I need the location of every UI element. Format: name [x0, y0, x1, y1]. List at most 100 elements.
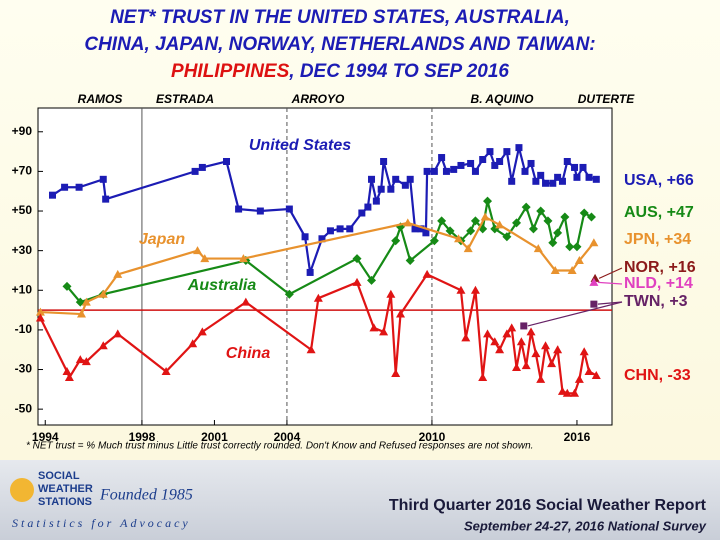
- point: [592, 175, 600, 183]
- point: [457, 161, 465, 169]
- point: [380, 157, 388, 165]
- point: [401, 181, 409, 189]
- point: [411, 225, 419, 233]
- end-label: AUS, +47: [624, 204, 694, 221]
- footer-band: [0, 460, 720, 540]
- point: [35, 307, 45, 316]
- point: [161, 367, 171, 376]
- point: [256, 207, 264, 215]
- end-label: NOR, +16: [624, 259, 696, 276]
- x-tick-label: 1994: [32, 430, 59, 444]
- point: [531, 349, 541, 358]
- point: [527, 159, 535, 167]
- point: [574, 256, 584, 265]
- point: [336, 225, 344, 233]
- point: [502, 329, 512, 338]
- point: [526, 327, 536, 336]
- point: [521, 167, 529, 175]
- point: [503, 148, 511, 156]
- point: [422, 269, 432, 278]
- end-label: JPN, +34: [624, 231, 691, 248]
- point: [193, 246, 203, 255]
- point: [585, 173, 593, 181]
- point: [483, 329, 493, 338]
- title-highlight: PHILIPPINES: [171, 61, 290, 82]
- point: [572, 242, 582, 252]
- point: [346, 225, 354, 233]
- point: [536, 374, 546, 383]
- leader-line: [597, 301, 623, 305]
- point: [391, 236, 401, 246]
- point: [198, 163, 206, 171]
- point: [75, 355, 85, 364]
- point: [558, 177, 566, 185]
- era-label: RAMOS: [78, 92, 123, 106]
- y-tick-label: -50: [15, 401, 33, 415]
- era-label: DUTERTE: [578, 92, 635, 106]
- point: [352, 277, 362, 286]
- y-tick-label: +30: [12, 243, 33, 257]
- point: [590, 300, 598, 308]
- point: [49, 191, 57, 199]
- point: [99, 175, 107, 183]
- point: [562, 388, 572, 397]
- y-tick-label: +90: [12, 124, 33, 138]
- point: [547, 359, 557, 368]
- era-label: ESTRADA: [156, 92, 214, 106]
- point: [191, 167, 199, 175]
- point: [391, 368, 401, 377]
- point: [550, 265, 560, 274]
- point: [541, 341, 551, 350]
- point: [403, 218, 413, 227]
- series-name: Japan: [139, 231, 185, 248]
- point: [579, 208, 589, 218]
- point: [75, 183, 83, 191]
- point: [466, 226, 476, 236]
- point: [532, 177, 540, 185]
- point: [589, 238, 599, 247]
- point: [554, 173, 562, 181]
- point: [430, 167, 438, 175]
- point: [496, 157, 504, 165]
- point: [392, 175, 400, 183]
- point: [64, 372, 74, 381]
- title-line: CHINA, JAPAN, NORWAY, NETHERLANDS AND TA…: [84, 34, 595, 55]
- point: [113, 329, 123, 338]
- y-tick-label: +70: [12, 164, 33, 178]
- point: [81, 297, 91, 306]
- tagline: Statistics for Advocacy: [12, 516, 191, 530]
- point: [491, 161, 499, 169]
- point: [358, 209, 366, 217]
- x-tick-label: 2010: [419, 430, 446, 444]
- point: [445, 226, 455, 236]
- point: [98, 289, 108, 298]
- point: [470, 285, 480, 294]
- point: [471, 167, 479, 175]
- series-name: Australia: [187, 277, 257, 294]
- point: [188, 339, 198, 348]
- point: [470, 216, 480, 226]
- point: [516, 337, 526, 346]
- point: [586, 212, 596, 222]
- point: [406, 175, 414, 183]
- report-title: Third Quarter 2016 Social Weather Report: [389, 497, 707, 514]
- point: [467, 159, 475, 167]
- footnote: * NET trust = % Much trust minus Little …: [26, 441, 533, 452]
- point: [352, 254, 362, 264]
- point: [379, 327, 389, 336]
- point: [520, 322, 528, 330]
- point: [570, 388, 580, 397]
- point: [478, 372, 488, 381]
- point: [512, 218, 522, 228]
- point: [574, 374, 584, 383]
- era-label: ARROYO: [291, 92, 345, 106]
- x-tick-label: 2016: [564, 430, 591, 444]
- point: [368, 175, 376, 183]
- point: [533, 244, 543, 253]
- point: [35, 313, 45, 322]
- point: [549, 179, 557, 187]
- point: [367, 275, 377, 285]
- point: [495, 220, 505, 229]
- point: [442, 167, 450, 175]
- point: [579, 163, 587, 171]
